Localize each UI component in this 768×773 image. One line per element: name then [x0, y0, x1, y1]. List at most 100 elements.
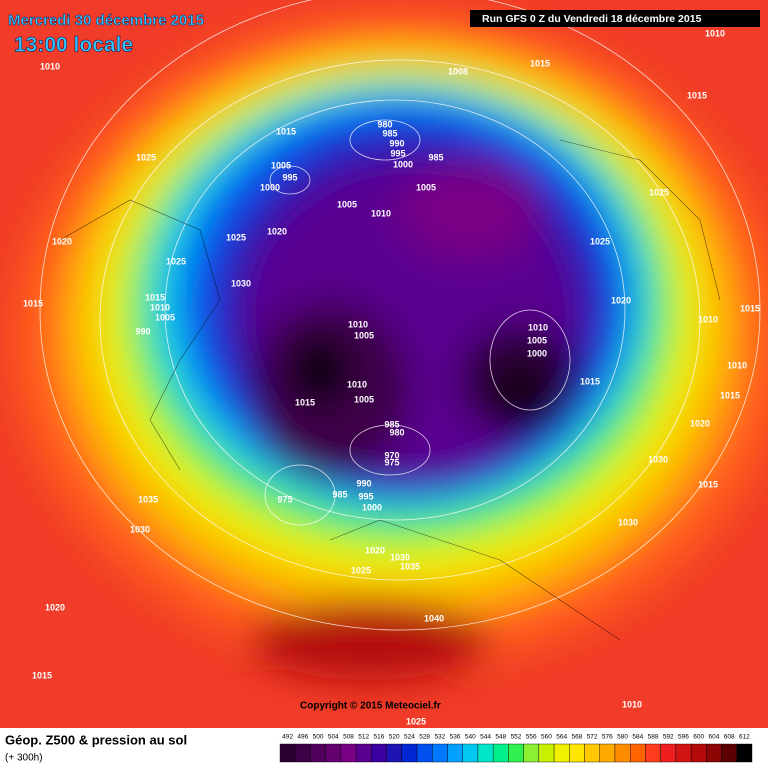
colorbar-label: 492	[282, 734, 293, 741]
colorbar-swatch	[569, 743, 585, 763]
run-label: Run GFS 0 Z du Vendredi 18 décembre 2015	[482, 13, 702, 25]
colorbar-label: 544	[480, 734, 491, 741]
isobar-label: 1025	[406, 716, 426, 726]
isobar-label: 1000	[362, 502, 382, 512]
isobar-label: 1030	[618, 517, 638, 527]
isobar-label: 1015	[687, 90, 707, 100]
isobar-label: 1015	[295, 397, 315, 407]
isobar-label: 1025	[226, 232, 246, 242]
isobar-label: 1005	[354, 394, 374, 404]
colorbar-swatch	[706, 743, 722, 763]
isobar-label: 1030	[231, 278, 251, 288]
isobar-label: 980	[389, 427, 404, 437]
time: 13:00 locale	[14, 34, 133, 57]
colorbar-label: 508	[343, 734, 354, 741]
isobar-label: 1020	[52, 236, 72, 246]
run-box	[470, 10, 760, 27]
isobar-label: 995	[358, 491, 373, 501]
isobar-label: 1020	[690, 418, 710, 428]
colorbar-label: 584	[632, 734, 643, 741]
colorbar-swatch	[416, 743, 433, 763]
colorbar-swatch	[295, 743, 311, 763]
colorbar-label: 528	[419, 734, 430, 741]
colorbar-swatch	[675, 743, 692, 763]
colorbar-label: 572	[587, 734, 598, 741]
colorbar-label: 612	[739, 734, 750, 741]
isobar-label: 1025	[649, 187, 669, 197]
colorbar-swatch	[447, 743, 463, 763]
isobar-label: 1030	[648, 454, 668, 464]
isobar-label: 1020	[365, 545, 385, 555]
colorbar-label: 516	[374, 734, 385, 741]
colorbar-label: 552	[511, 734, 522, 741]
footer-lead: (+ 300h)	[5, 753, 43, 764]
isobar-label: 990	[135, 326, 150, 336]
colorbar-label: 496	[297, 734, 308, 741]
isobar-label: 1010	[528, 322, 548, 332]
isobar-label: 1035	[400, 561, 420, 571]
isobar-label: 985	[384, 419, 399, 429]
colorbar-swatch	[660, 743, 677, 763]
isobar-label: 1020	[267, 226, 287, 236]
isobar-label: 1025	[351, 565, 371, 575]
coastlines	[59, 139, 721, 641]
colorbar-label: 520	[389, 734, 400, 741]
colorbar-label: 532	[434, 734, 445, 741]
colorbar-label: 580	[617, 734, 628, 741]
isobar-label: 1030	[130, 524, 150, 534]
isobar-label: 1010	[705, 28, 725, 38]
colorbar-label: 596	[678, 734, 689, 741]
isobar-label: 985	[382, 128, 397, 138]
isobar-label: 1015	[23, 298, 43, 308]
isobar-label: 1005	[527, 335, 547, 345]
isobar-label: 1005	[337, 199, 357, 209]
isobar-label: 1000	[393, 159, 413, 169]
colorbar-label: 604	[709, 734, 720, 741]
isobar-label: 1040	[424, 613, 444, 623]
colorbar-swatch	[462, 743, 479, 763]
footer-title: Géop. Z500 & pression au sol	[5, 732, 187, 747]
colorbar-swatch	[386, 743, 403, 763]
isobar-label: 1010	[347, 379, 367, 389]
isobar-label: 1015	[740, 303, 760, 313]
isobar-label: 985	[428, 152, 443, 162]
isobar-label: 1035	[138, 494, 158, 504]
colorbar-swatch	[553, 743, 570, 763]
colorbar-label: 536	[450, 734, 461, 741]
geopotential-field	[10, 10, 768, 680]
isobar-label: 990	[356, 478, 371, 488]
colorbar-swatch	[310, 743, 326, 763]
colorbar-swatch	[492, 743, 509, 763]
colorbar-swatch	[599, 743, 616, 763]
isobar-label: 1025	[166, 256, 186, 266]
isobar-label: 1000	[527, 348, 547, 358]
colorbar-swatch	[279, 743, 296, 763]
colorbar-swatch	[721, 743, 737, 763]
colorbar-label: 556	[526, 734, 537, 741]
copyright: Copyright © 2015 Meteociel.fr	[300, 701, 441, 712]
colorbar-label: 588	[648, 734, 659, 741]
colorbar-label: 592	[663, 734, 674, 741]
isobar-label: 1020	[45, 602, 65, 612]
isobar-label: 1015	[530, 58, 550, 68]
isobar-label: 1025	[590, 236, 610, 246]
colorbar-swatch	[645, 743, 661, 763]
colorbar-swatch	[477, 743, 494, 763]
isobar-label: 1015	[32, 670, 52, 680]
isobar-label: 1015	[720, 390, 740, 400]
colorbar-swatch	[538, 743, 555, 763]
colorbar-swatch	[629, 743, 646, 763]
colorbar-label: 500	[313, 734, 324, 741]
colorbar-label: 524	[404, 734, 415, 741]
isobar-label: 995	[282, 172, 297, 182]
colorbar: 492 496 500 504 508 512 516 520 524 528 532 536 540 5…	[279, 734, 753, 763]
colorbar-swatch	[325, 743, 342, 763]
colorbar-label: 568	[571, 734, 582, 741]
date: Mercredi 30 décembre 2015	[8, 12, 204, 29]
colorbar-label: 576	[602, 734, 613, 741]
colorbar-swatch	[401, 743, 418, 763]
colorbar-label: 504	[328, 734, 339, 741]
isobar-label: 1010	[727, 360, 747, 370]
